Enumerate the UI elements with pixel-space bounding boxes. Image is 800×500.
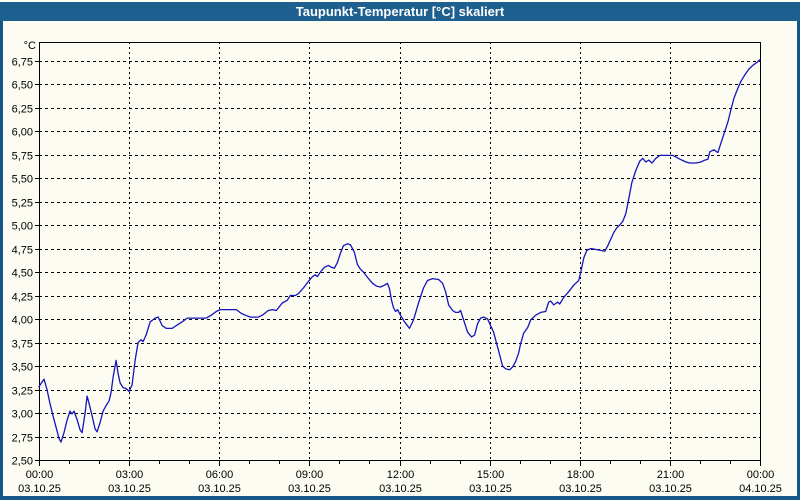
y-axis-label: 2,50 xyxy=(12,456,33,468)
x-axis-time-label: 00:00 xyxy=(26,469,54,481)
x-axis-time-label: 06:00 xyxy=(206,469,234,481)
x-axis-date-label: 03.10.25 xyxy=(198,483,241,495)
x-axis-time-label: 09:00 xyxy=(296,469,324,481)
y-axis-label: 4,50 xyxy=(12,268,33,280)
window-title: Taupunkt-Temperatur [°C] skaliert xyxy=(295,4,505,19)
x-axis-date-label: 03.10.25 xyxy=(288,483,331,495)
y-axis-label: 6,00 xyxy=(12,127,33,139)
x-axis-date-label: 03.10.25 xyxy=(18,483,61,495)
x-axis-time-label: 18:00 xyxy=(567,469,595,481)
window-border-bottom xyxy=(0,496,800,500)
x-axis-date-label: 04.10.25 xyxy=(739,483,782,495)
y-axis-label: 3,50 xyxy=(12,362,33,374)
window-title-bar[interactable]: Taupunkt-Temperatur [°C] skaliert xyxy=(0,2,800,21)
y-axis-label: 5,50 xyxy=(12,174,33,186)
y-axis-label: 3,25 xyxy=(12,386,33,398)
y-axis-label: 3,00 xyxy=(12,409,33,421)
x-axis-time-label: 21:00 xyxy=(657,469,685,481)
x-axis-time-label: 03:00 xyxy=(116,469,144,481)
x-axis-date-label: 03.10.25 xyxy=(559,483,602,495)
y-axis-label: 4,25 xyxy=(12,292,33,304)
y-axis-label: 3,75 xyxy=(12,339,33,351)
x-axis-date-label: 03.10.25 xyxy=(379,483,422,495)
y-axis-label: 5,75 xyxy=(12,151,33,163)
y-axis-label: 5,00 xyxy=(12,221,33,233)
x-axis-time-label: 15:00 xyxy=(477,469,505,481)
y-axis-label: 6,25 xyxy=(12,104,33,116)
y-axis-label: 6,75 xyxy=(12,57,33,69)
y-axis-label: 5,25 xyxy=(12,198,33,210)
y-axis-unit-label: °C xyxy=(24,40,36,52)
x-axis-date-label: 03.10.25 xyxy=(108,483,151,495)
x-axis-date-label: 03.10.25 xyxy=(469,483,512,495)
y-axis-label: 6,50 xyxy=(12,80,33,92)
x-axis-date-label: 03.10.25 xyxy=(649,483,692,495)
y-axis-label: 4,75 xyxy=(12,245,33,257)
series-line-dewpoint xyxy=(38,58,761,443)
plot-frame xyxy=(39,42,761,461)
y-axis-label: 4,00 xyxy=(12,315,33,327)
x-axis-time-label: 12:00 xyxy=(387,469,415,481)
window-border-left xyxy=(0,2,3,500)
x-axis-time-label: 00:00 xyxy=(747,469,775,481)
y-axis-label: 2,75 xyxy=(12,433,33,445)
window-border-right xyxy=(797,2,800,500)
